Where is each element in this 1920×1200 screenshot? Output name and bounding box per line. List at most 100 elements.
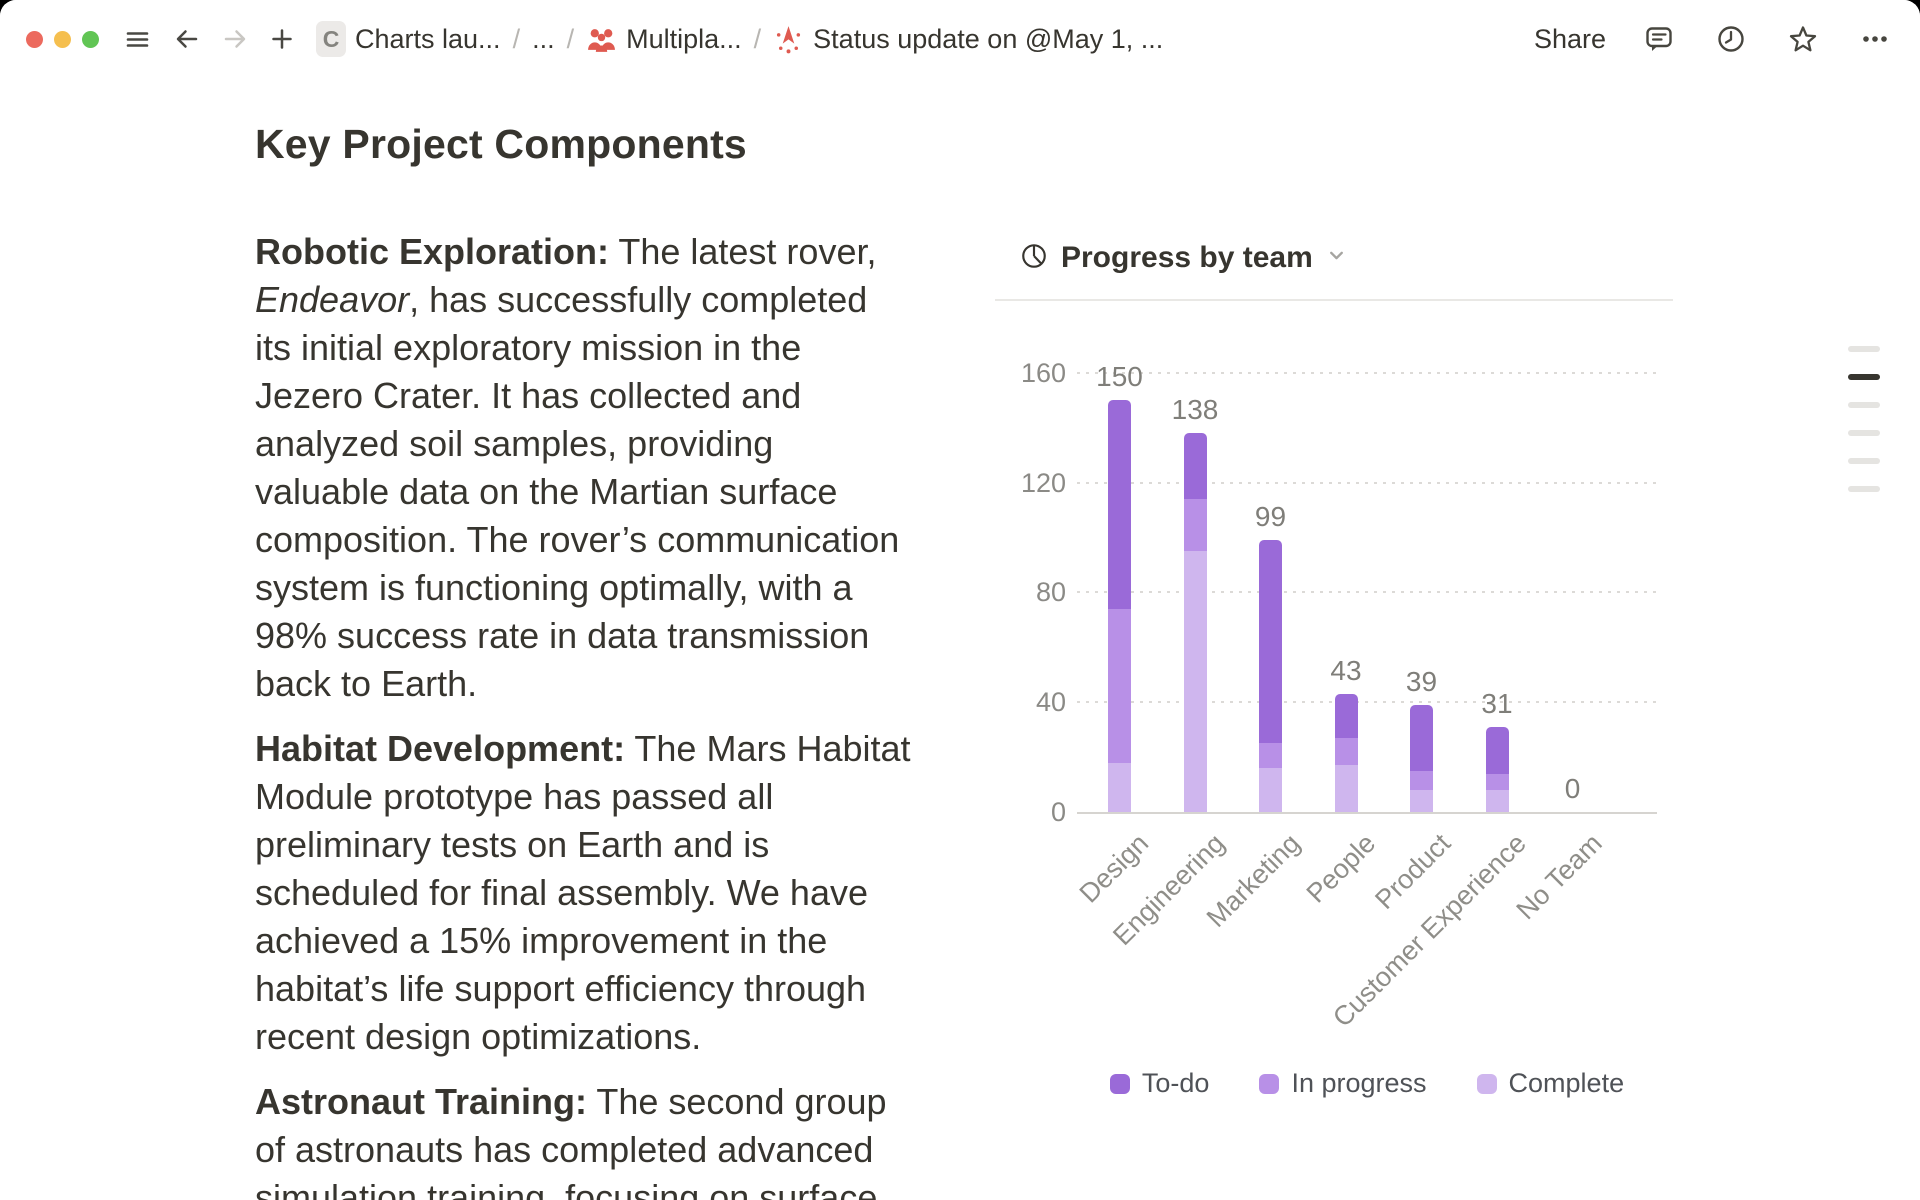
zoom-window-button[interactable] [82,30,99,48]
gridline [1077,591,1657,594]
bar-total-label: 99 [1254,501,1287,533]
outline-section-indicator[interactable] [1848,374,1880,380]
favorite-button[interactable] [1784,20,1822,58]
y-axis-tick-label: 80 [1035,577,1066,608]
share-button[interactable]: Share [1533,23,1606,54]
bar-segment-to-do[interactable] [1485,726,1509,774]
new-page-button[interactable] [266,23,298,55]
bar-total-label: 150 [1096,361,1143,393]
breadcrumb-item[interactable]: Multipla... [586,24,742,55]
chart-title: Progress by team [1061,241,1313,274]
gridline [1077,371,1657,374]
y-axis-tick-label: 120 [1020,467,1066,498]
rocket-icon [773,24,804,55]
window-controls [26,30,99,48]
comment-bubble-icon [1643,23,1675,55]
outline-section-indicator[interactable] [1848,346,1880,352]
paragraph-lead: Astronaut Training: [255,1081,587,1122]
page-title: Key Project Components [255,121,747,167]
titlebar: C Charts lau... /... / Multipla... / Status up… [0,0,1920,78]
outline-section-indicator[interactable] [1848,486,1880,492]
history-button[interactable] [1712,20,1750,58]
paragraph-text: The Mars Habitat Module prototype has pa… [255,728,911,1057]
breadcrumb-item[interactable]: ... [532,24,555,55]
bar-segment-in-progress[interactable] [1334,737,1358,766]
comments-button[interactable] [1640,20,1678,58]
clock-icon [1715,23,1747,55]
bar-segment-to-do[interactable] [1183,433,1207,500]
more-options-button[interactable] [1856,20,1894,58]
bar-segment-complete[interactable] [1334,765,1358,812]
back-button[interactable] [170,22,204,56]
bar-total-label: 138 [1171,394,1219,426]
chart-block: Progress by team 0 40 80 120 160 150 Design 138… [995,230,1677,1195]
legend-label: To-do [1141,1068,1210,1098]
titlebar-actions: Share [1534,20,1894,58]
plus-icon [269,26,295,52]
legend-label: In progress [1291,1068,1427,1098]
bar-segment-in-progress[interactable] [1183,499,1207,552]
breadcrumb-label: Status update on @May 1, ... [813,23,1164,54]
bar-segment-complete[interactable] [1410,790,1433,812]
chart-plot: 0 40 80 120 160 150 Design 138 Engineering 99 Mark… [995,230,1677,1195]
bar-total-label: 43 [1330,655,1362,686]
legend-item[interactable]: Complete [1476,1068,1625,1099]
star-icon [1787,23,1819,55]
paragraph[interactable]: Astronaut Training: The second group of … [255,1078,913,1200]
bar-segment-in-progress[interactable] [1259,743,1282,769]
breadcrumb-item[interactable]: Status update on @May 1, ... [773,24,1163,55]
close-window-button[interactable] [26,30,43,48]
sidebar-menu-button[interactable] [121,23,154,56]
y-axis-tick-label: 0 [1050,797,1066,827]
y-axis-tick-label: 160 [1020,357,1066,388]
bar-total-label: 39 [1405,665,1438,697]
bar-segment-complete[interactable] [1259,768,1282,812]
ellipsis-icon [1859,23,1891,55]
forward-button[interactable] [218,22,252,56]
bar-segment-in-progress[interactable] [1485,773,1509,791]
bar-segment-complete[interactable] [1108,762,1131,812]
breadcrumb-separator: / [566,23,575,54]
outline-section-indicator[interactable] [1848,402,1880,408]
outline-section-indicator[interactable] [1848,430,1880,436]
x-axis-category-label: People [1300,828,1382,909]
paragraph[interactable]: Habitat Development: The Mars Habitat Mo… [255,725,913,1061]
breadcrumb: C Charts lau... /... / Multipla... / Status up… [316,21,1163,57]
legend-item[interactable]: To-do [1109,1068,1210,1099]
people-icon [586,25,617,54]
minimize-window-button[interactable] [54,30,71,48]
bar-total-label: 0 [1564,773,1581,804]
paragraph-lead: Habitat Development: [255,728,626,769]
chart-legend: To-do In progress Complete [1077,1068,1657,1099]
paragraph-lead: Robotic Exploration: [255,231,609,272]
breadcrumb-label: ... [532,23,555,54]
chevron-down-icon[interactable] [1326,245,1347,271]
outline-section-indicator[interactable] [1848,458,1880,464]
bar-segment-to-do[interactable] [1259,540,1282,744]
paragraph[interactable]: Robotic Exploration: The latest rover, E… [255,228,913,708]
gridline [1077,481,1657,484]
breadcrumb-label: Multipla... [626,23,742,54]
bar-segment-to-do[interactable] [1410,704,1433,771]
chart-header[interactable]: Progress by team [1020,241,1347,275]
breadcrumb-label: Charts lau... [355,23,501,54]
bar-segment-complete[interactable] [1485,790,1509,812]
x-axis-line [1077,812,1657,814]
legend-swatch [1476,1073,1497,1094]
hamburger-icon [124,26,151,53]
breadcrumb-item[interactable]: C Charts lau... [316,21,501,57]
paragraph-text: , has successfully completed its initial… [255,279,900,704]
arrow-left-icon [173,25,201,53]
legend-item[interactable]: In progress [1259,1068,1427,1099]
bar-segment-to-do[interactable] [1334,694,1358,738]
legend-label: Complete [1508,1068,1625,1098]
bar-segment-to-do[interactable] [1108,400,1131,609]
legend-swatch [1259,1073,1280,1094]
bar-segment-in-progress[interactable] [1108,608,1131,763]
chart-divider [995,299,1673,301]
bar-segment-complete[interactable] [1183,551,1207,812]
bar-segment-in-progress[interactable] [1410,770,1433,791]
breadcrumb-separator: / [512,23,521,54]
arrow-right-icon [221,25,249,53]
